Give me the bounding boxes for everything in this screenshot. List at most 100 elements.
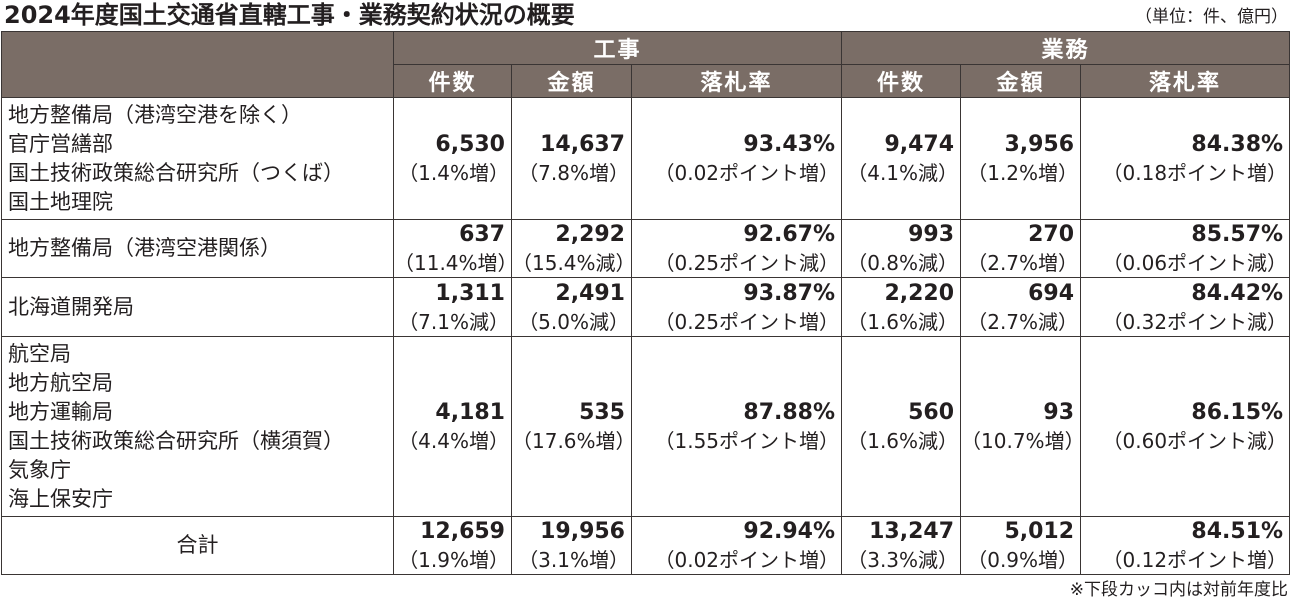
koji-count-cell: 12,659 （1.9%増） [393, 516, 512, 575]
value: 535 [579, 400, 625, 425]
change: （0.32ポイント減） [1102, 309, 1288, 334]
change: （4.4%増） [398, 429, 509, 453]
row-name-line: 地方整備局（港湾空港を除く） [8, 102, 302, 127]
koji-amount-cell: 2,292 （15.4%減） [511, 219, 632, 278]
row-name-line: 官庁営繕部 [8, 131, 113, 156]
change: （5.0%減） [518, 309, 629, 334]
change: （0.25ポイント増） [654, 309, 840, 334]
header-koji-count: 件数 [393, 64, 512, 98]
value: 93.43% [743, 132, 836, 157]
gyomu-count-cell: 9,474 （4.1%減） [841, 97, 962, 220]
value: 84.42% [1191, 280, 1284, 306]
change: （0.12ポイント増） [1102, 548, 1288, 572]
koji-count-cell: 1,311 （7.1%減） [393, 277, 512, 337]
unit-note: （単位：件、億円） [1135, 7, 1288, 27]
value: 12,659 [420, 519, 505, 544]
change: （0.02ポイント増） [654, 161, 840, 185]
header-gyomu-amount: 金額 [960, 64, 1082, 98]
value: 6,530 [435, 132, 505, 157]
gyomu-amount-cell: 270 （2.7%増） [960, 219, 1082, 278]
value: 560 [908, 400, 955, 425]
row-name-line: 北海道開発局 [8, 294, 134, 319]
header-row-columns: 件数 金額 落札率 件数 金額 落札率 [2, 64, 1291, 98]
value: 13,247 [869, 519, 955, 544]
value: 270 [1028, 222, 1075, 247]
value: 1,311 [435, 280, 505, 306]
header-gyomu: 業務 [841, 31, 1291, 65]
row-name-cell: 地方整備局（港湾空港を除く） 官庁営繕部 国土技術政策総合研究所（つくば） 国土… [1, 97, 394, 220]
gyomu-amount-cell: 694 （2.7%減） [960, 277, 1082, 337]
value: 9,474 [884, 132, 955, 157]
gyomu-rate-cell: 84.51% （0.12ポイント増） [1080, 516, 1291, 575]
header-koji-rate: 落札率 [630, 64, 843, 98]
change: （17.6%増） [512, 429, 632, 453]
row-name-line: 合計 [176, 533, 219, 557]
row-name-cell: 合計 [1, 516, 394, 575]
change: （15.4%減） [512, 251, 632, 275]
header-koji-amount: 金額 [511, 64, 632, 98]
change: （1.6%減） [847, 309, 959, 334]
header-koji: 工事 [392, 31, 843, 65]
gyomu-rate-cell: 86.15% （0.60ポイント減） [1080, 336, 1291, 517]
row-name-line: 海上保安庁 [8, 486, 113, 511]
value: 92.67% [743, 222, 836, 247]
value: 3,956 [1004, 132, 1075, 157]
row-name-cell: 北海道開発局 [1, 277, 394, 337]
change: （1.55ポイント増） [654, 429, 840, 453]
value: 694 [1028, 280, 1075, 306]
change: （0.9%増） [967, 548, 1079, 572]
gyomu-rate-cell: 84.42% （0.32ポイント減） [1080, 277, 1291, 337]
change: （0.60ポイント減） [1102, 429, 1288, 453]
row-name-line: 地方航空局 [8, 370, 113, 395]
value: 637 [459, 222, 505, 247]
value: 93 [1043, 400, 1075, 425]
gyomu-rate-cell: 85.57% （0.06ポイント減） [1080, 219, 1291, 278]
change: （0.06ポイント減） [1102, 251, 1288, 275]
row-name-line: 地方運輸局 [8, 399, 113, 424]
change: （7.1%減） [398, 309, 509, 334]
koji-amount-cell: 535 （17.6%増） [511, 336, 632, 517]
header-gyomu-count: 件数 [841, 64, 962, 98]
table-row: 北海道開発局 1,311 （7.1%減） 2,491 （5.0%減） 93.87% （… [1, 277, 1291, 337]
value: 2,220 [884, 280, 955, 306]
change: （1.4%増） [398, 161, 509, 185]
koji-count-cell: 6,530 （1.4%増） [393, 97, 512, 220]
koji-amount-cell: 19,956 （3.1%増） [511, 516, 632, 575]
table-row: 地方整備局（港湾空港を除く） 官庁営繕部 国土技術政策総合研究所（つくば） 国土… [1, 97, 1291, 220]
row-name-cell: 地方整備局（港湾空港関係） [1, 219, 394, 278]
gyomu-count-cell: 993 （0.8%減） [841, 219, 962, 278]
koji-rate-cell: 87.88% （1.55ポイント増） [630, 336, 843, 517]
koji-count-cell: 4,181 （4.4%増） [393, 336, 512, 517]
table-row: 航空局 地方航空局 地方運輸局 国土技術政策総合研究所（横須賀） 気象庁 海上保… [1, 336, 1291, 517]
value: 4,181 [435, 400, 505, 425]
gyomu-amount-cell: 3,956 （1.2%増） [960, 97, 1082, 220]
value: 5,012 [1004, 519, 1075, 544]
change: （0.8%減） [847, 251, 959, 275]
gyomu-rate-cell: 84.38% （0.18ポイント増） [1080, 97, 1291, 220]
change: （0.02ポイント増） [654, 548, 840, 572]
value: 93.87% [743, 280, 836, 306]
change: （3.1%増） [518, 548, 629, 572]
change: （4.1%減） [847, 161, 959, 185]
row-name-line: 航空局 [8, 341, 71, 366]
change: （11.4%増） [394, 251, 512, 275]
value: 2,491 [555, 280, 625, 306]
change: （0.18ポイント増） [1102, 161, 1288, 185]
value: 87.88% [743, 400, 836, 425]
value: 92.94% [743, 519, 836, 544]
koji-rate-cell: 93.43% （0.02ポイント増） [630, 97, 843, 220]
koji-count-cell: 637 （11.4%増） [393, 219, 512, 278]
value: 85.57% [1191, 222, 1284, 247]
row-name-line: 国土技術政策総合研究所（つくば） [8, 160, 344, 185]
change: （0.25ポイント減） [654, 251, 840, 275]
koji-rate-cell: 93.87% （0.25ポイント増） [630, 277, 843, 337]
value: 14,637 [540, 132, 625, 157]
gyomu-count-cell: 2,220 （1.6%減） [841, 277, 962, 337]
value: 2,292 [555, 222, 625, 247]
row-name-line: 国土地理院 [8, 189, 113, 214]
value: 84.38% [1191, 132, 1284, 157]
row-name-line: 地方整備局（港湾空港関係） [8, 236, 281, 260]
change: （1.6%減） [847, 429, 959, 453]
page-title: 2024年度国土交通省直轄工事・業務契約状況の概要 [4, 1, 575, 29]
footnote: ※下段カッコ内は対前年度比 [1069, 580, 1288, 600]
